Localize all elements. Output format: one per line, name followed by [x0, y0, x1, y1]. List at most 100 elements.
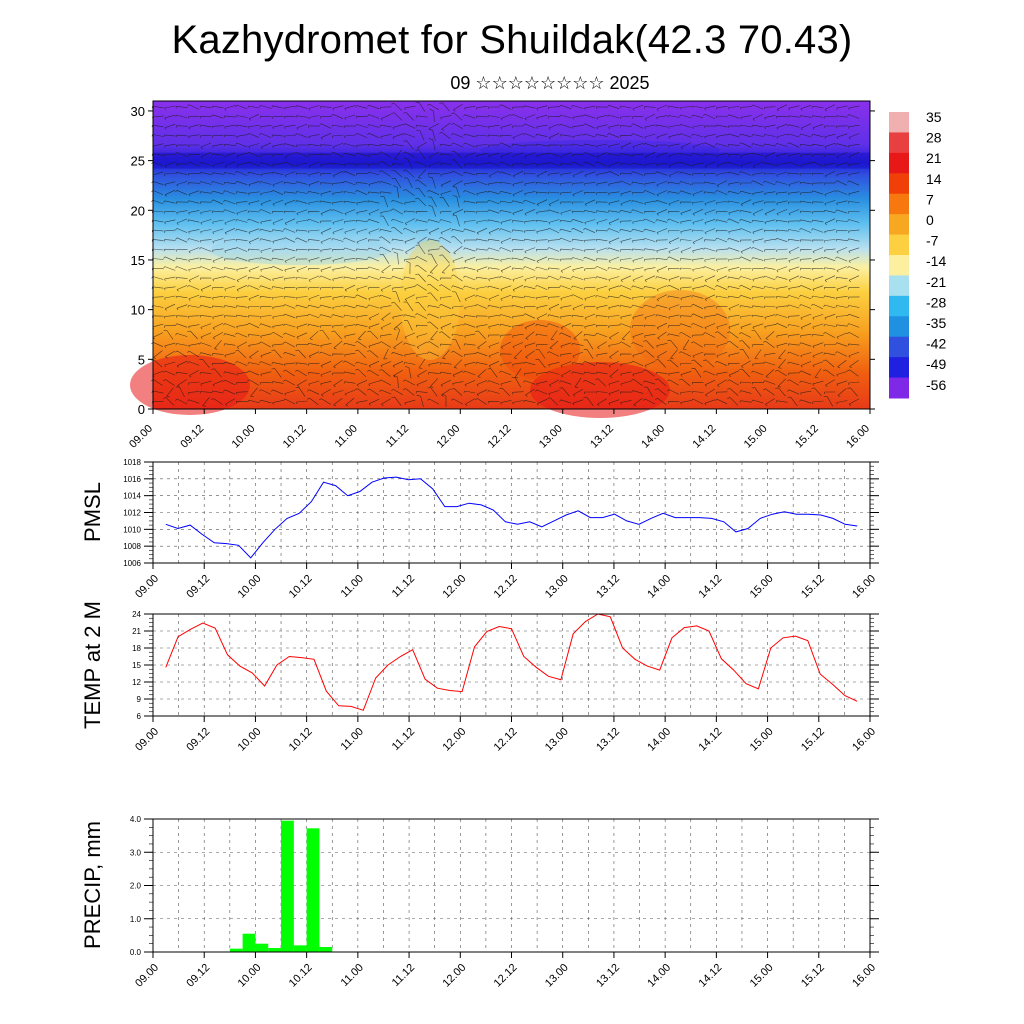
x-tick-label: 10.00	[236, 573, 264, 601]
colorbar-label: 7	[926, 191, 934, 207]
field-anomaly	[210, 235, 390, 265]
y-tick-label: 2.0	[130, 882, 142, 891]
y-tick-label: 15	[132, 661, 141, 670]
x-tick-label: 13.12	[594, 573, 622, 601]
x-tick-label: 13.12	[594, 726, 622, 754]
x-tick-label: 14.00	[645, 962, 673, 990]
y-tick-label: 1.0	[130, 915, 142, 924]
y-axis-label: PMSL	[80, 482, 105, 542]
x-tick-label: 15.00	[748, 726, 776, 754]
colorbar-swatch	[889, 173, 909, 195]
x-tick-label: 12.00	[440, 726, 468, 754]
y-tick-label: 10	[131, 303, 145, 318]
x-tick-label: 09.00	[127, 423, 155, 451]
x-tick-label: 10.12	[287, 573, 315, 601]
y-tick-label: 1016	[123, 475, 141, 484]
x-tick-label: 15.00	[748, 573, 776, 601]
x-tick-label: 09.00	[133, 962, 161, 990]
y-tick-label: 4.0	[130, 815, 142, 824]
x-tick-label: 13.00	[543, 573, 571, 601]
series-line	[165, 476, 858, 559]
colorbar-label: 14	[926, 171, 942, 187]
y-tick-label: 25	[131, 154, 145, 169]
x-tick-label: 14.12	[697, 726, 725, 754]
precip-bar	[319, 947, 333, 952]
colorbar-swatch	[889, 357, 909, 379]
x-tick-label: 14.00	[645, 726, 673, 754]
x-tick-label: 16.00	[850, 726, 878, 754]
y-tick-label: 18	[132, 644, 141, 653]
colorbar-swatch	[889, 275, 909, 297]
colorbar-swatch	[889, 316, 909, 338]
x-tick-label: 10.12	[281, 423, 309, 451]
colorbar-label: -35	[926, 315, 946, 331]
x-tick-label: 15.12	[799, 962, 827, 990]
cross-section-panel: 0 5 10 15 20 25 30 09.00 09.12 10.00 10.12 11.00 11.…	[127, 100, 946, 451]
colorbar-swatch	[889, 112, 909, 133]
x-tick-label: 11.00	[339, 726, 366, 753]
series-line	[165, 613, 858, 711]
precip-bar	[229, 948, 243, 952]
y-tick-label: 15	[131, 253, 145, 268]
colorbar-swatch	[889, 193, 909, 215]
y-tick-label: 9	[137, 695, 142, 704]
x-tick-label: 12.12	[492, 726, 520, 754]
y-tick-label: 21	[132, 627, 141, 636]
x-tick-label: 12.00	[440, 962, 468, 990]
y-tick-label: 1010	[123, 525, 141, 534]
y-axis-label: TEMP at 2 M	[80, 601, 105, 729]
x-tick-label: 11.00	[339, 962, 366, 989]
y-tick-label: 20	[131, 203, 145, 218]
x-tick-label: 15.00	[748, 962, 776, 990]
x-tick-label: 11.00	[333, 423, 360, 450]
x-tick-label: 09.00	[133, 573, 161, 601]
colorbar-swatch	[889, 336, 909, 358]
colorbar-swatch	[889, 152, 909, 174]
x-tick-label: 13.00	[537, 423, 565, 451]
colorbar-label: -21	[926, 274, 946, 290]
y-tick-label: 0.0	[130, 948, 142, 957]
x-tick-label: 10.00	[230, 423, 258, 451]
x-tick-label: 14.12	[697, 962, 725, 990]
colorbar: 35 28 21 14 7 0 -7 -14 -21 -28 -35 -42 -49 -56	[889, 109, 946, 399]
chart-subtitle: 09 ☆☆☆☆☆☆☆☆ 2025	[450, 73, 650, 93]
y-axis-label: PRECIP, mm	[80, 821, 105, 949]
field-anomaly	[130, 355, 250, 415]
x-tick-label: 09.12	[184, 573, 212, 601]
y-tick-label: 1006	[123, 559, 141, 568]
x-tick-label: 11.12	[384, 423, 411, 450]
x-tick-label: 09.00	[133, 726, 161, 754]
y-tick-label: 5	[138, 352, 145, 367]
y-tick-label: 1012	[123, 509, 141, 518]
x-tick-label: 13.12	[588, 423, 616, 451]
x-tick-label: 14.00	[645, 573, 673, 601]
x-tick-label: 09.12	[184, 962, 212, 990]
colorbar-label: -7	[926, 233, 939, 249]
field-anomaly	[400, 240, 460, 360]
y-tick-label: 6	[137, 712, 142, 721]
temperature-field	[153, 101, 870, 409]
precip-bar	[255, 943, 269, 952]
x-tick-label: 15.12	[799, 573, 827, 601]
colorbar-label: 35	[926, 109, 942, 125]
precip-bar	[268, 948, 282, 952]
x-tick-label: 12.00	[440, 573, 468, 601]
colorbar-label: 28	[926, 130, 942, 146]
x-tick-label: 12.12	[492, 573, 520, 601]
x-tick-label: 11.12	[390, 573, 417, 600]
x-tick-label: 09.12	[178, 423, 206, 451]
colorbar-swatch	[889, 295, 909, 317]
precip-bar	[242, 933, 256, 952]
x-tick-label: 10.00	[236, 962, 264, 990]
x-tick-label: 10.12	[287, 726, 315, 754]
colorbar-swatch	[889, 234, 909, 256]
wind-barbs	[151, 102, 860, 407]
field-anomaly	[630, 290, 730, 370]
precip-bar	[293, 945, 307, 952]
y-tick-label: 30	[131, 104, 145, 119]
x-tick-label: 16.00	[850, 962, 878, 990]
colorbar-label: 0	[926, 212, 934, 228]
y-tick-label: 3.0	[130, 848, 142, 857]
x-tick-label: 14.00	[639, 423, 667, 451]
x-tick-label: 14.12	[697, 573, 725, 601]
